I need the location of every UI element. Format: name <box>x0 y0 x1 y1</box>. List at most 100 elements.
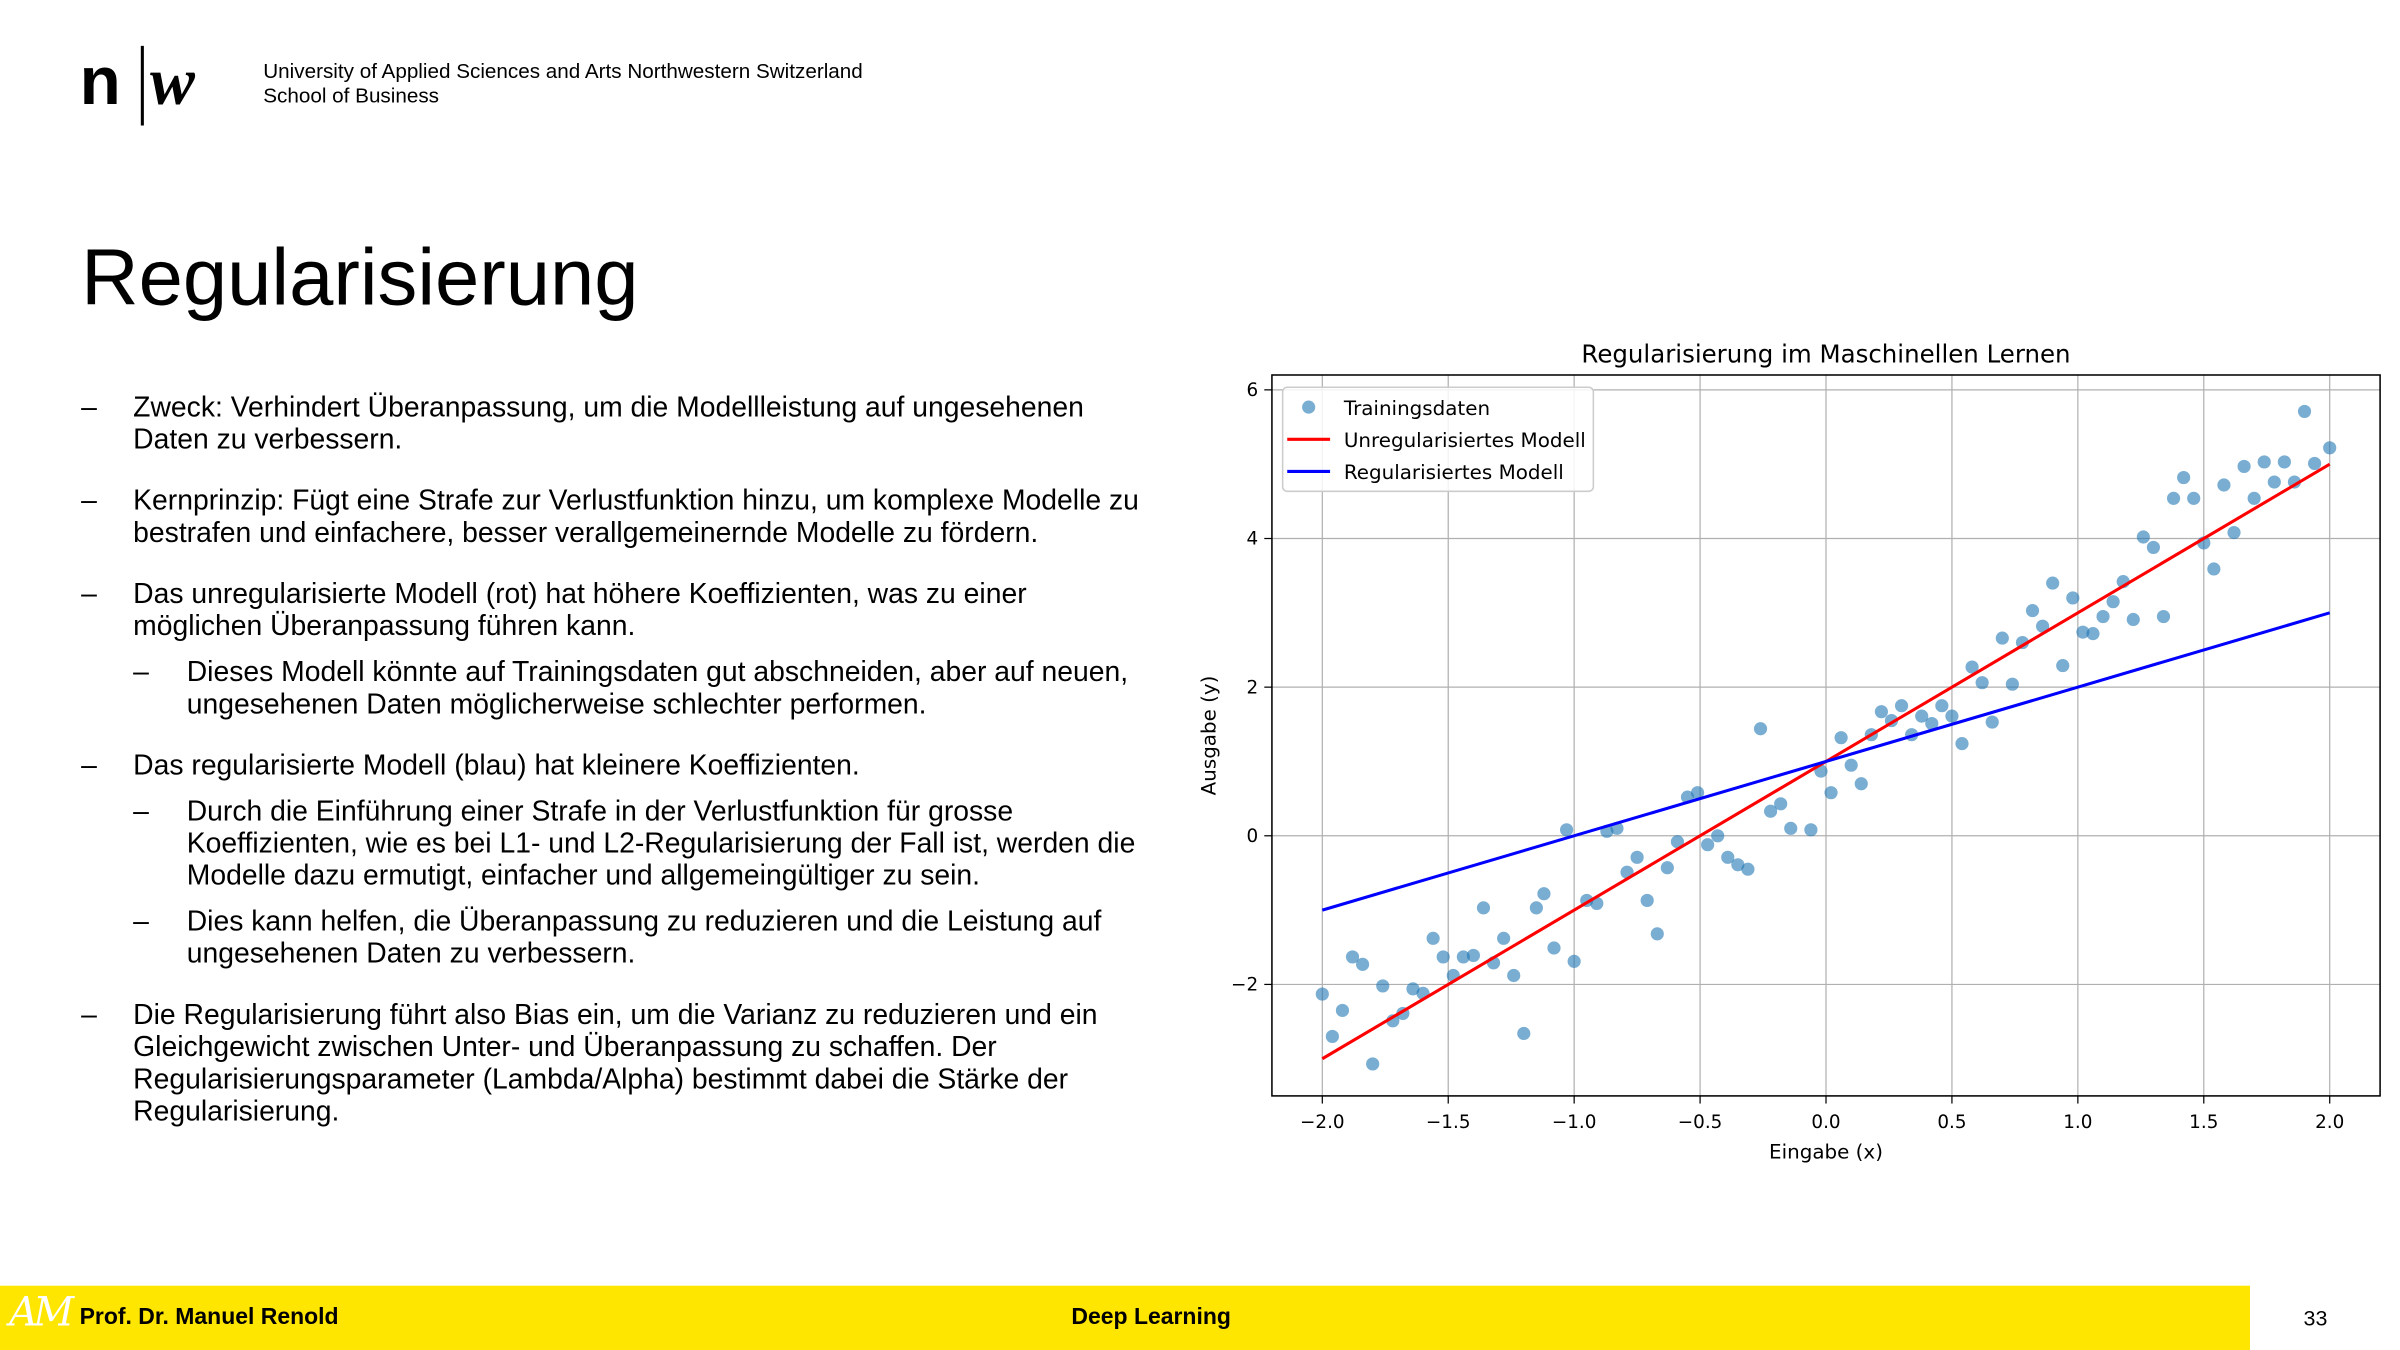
bullet-text: Zweck: Verhindert Überanpassung, um die … <box>133 390 1084 455</box>
data-point <box>1824 786 1838 800</box>
bullet: Die Regularisierung führt also Bias ein,… <box>81 998 1152 1127</box>
data-point <box>1426 931 1440 945</box>
data-point <box>1764 804 1778 818</box>
legend-marker <box>1302 400 1316 414</box>
data-point <box>1774 797 1788 811</box>
data-point <box>1690 786 1705 800</box>
data-point <box>2126 612 2140 627</box>
data-point <box>2257 455 2271 469</box>
data-point <box>1466 948 1480 963</box>
data-point <box>2207 562 2221 576</box>
institution-name: University of Applied Sciences and Arts … <box>263 59 863 83</box>
bullet: Das regularisierte Modell (blau) hat kle… <box>81 748 1152 968</box>
legend-label: Regularisiertes Modell <box>1344 461 1564 484</box>
data-point <box>2036 619 2050 633</box>
data-point <box>2323 441 2337 455</box>
data-point <box>1670 835 1684 849</box>
data-point <box>1844 758 1858 772</box>
bullet: Kernprinzip: Fügt eine Strafe zur Verlus… <box>81 484 1152 548</box>
institution: University of Applied Sciences and Arts … <box>263 60 863 109</box>
data-point <box>2277 455 2291 469</box>
sub-bullet: Dieses Modell könnte auf Trainingsdaten … <box>133 655 1152 719</box>
logo-w: w <box>150 44 196 119</box>
data-point <box>2066 591 2080 605</box>
data-point <box>2297 404 2312 418</box>
bullet: Das unregularisierte Modell (rot) hat hö… <box>81 577 1152 719</box>
footer-bar <box>0 1285 2250 1350</box>
data-point <box>1945 709 1959 723</box>
data-point <box>1955 737 1969 751</box>
data-point <box>1456 950 1470 964</box>
footer-logo: AM <box>9 1290 74 1337</box>
legend-label: Unregularisiertes Modell <box>1344 429 1586 452</box>
data-point <box>1975 676 1989 690</box>
x-tick-label: 1.5 <box>2189 1112 2218 1133</box>
data-point <box>1995 631 2009 645</box>
data-point <box>1711 829 1725 843</box>
data-point <box>2217 478 2231 492</box>
data-point <box>2166 491 2181 505</box>
data-point <box>1935 699 1949 713</box>
line <box>1321 611 2331 912</box>
data-point <box>1315 987 1329 1001</box>
x-tick-label: 0.0 <box>1811 1112 1840 1133</box>
page-number: 33 <box>2303 1305 2328 1331</box>
data-point <box>2046 576 2060 590</box>
data-point <box>1925 716 1939 731</box>
logo-n: n <box>80 44 121 119</box>
sub-bullet: Dies kann helfen, die Überanpassung zu r… <box>133 905 1152 969</box>
data-point <box>1915 709 1929 723</box>
x-tick-label: 0.5 <box>1937 1112 1966 1133</box>
data-point <box>2056 659 2070 673</box>
bullet: Zweck: Verhindert Überanpassung, um die … <box>81 390 1152 454</box>
data-point <box>1476 901 1491 915</box>
course: Deep Learning <box>1071 1304 1231 1331</box>
data-point <box>1366 1057 1380 1071</box>
bullet-text: Kernprinzip: Fügt eine Strafe zur Verlus… <box>133 483 1139 548</box>
data-point <box>1436 950 1450 964</box>
bullet-text: Die Regularisierung führt also Bias ein,… <box>133 997 1098 1127</box>
data-point <box>1560 823 1574 837</box>
y-tick-label: −2 <box>1231 975 1258 996</box>
data-point <box>1356 957 1370 971</box>
chart-title: Regularisierung im Maschinellen Lernen <box>1581 340 2070 369</box>
x-tick-label: 1.0 <box>2063 1112 2092 1133</box>
data-point <box>2308 456 2322 471</box>
x-tick-label: −0.5 <box>1678 1112 1723 1133</box>
legend-label: Trainingsdaten <box>1343 397 1490 420</box>
data-point <box>2025 604 2040 618</box>
data-point <box>2267 475 2281 489</box>
data-point <box>1325 1029 1339 1044</box>
y-tick-label: 4 <box>1246 529 1258 550</box>
bullet-text: Das regularisierte Modell (blau) hat kle… <box>133 748 860 781</box>
data-point <box>1537 887 1551 901</box>
data-point <box>1497 931 1511 945</box>
x-tick-label: −2.0 <box>1300 1112 1345 1133</box>
x-tick-label: −1.0 <box>1552 1112 1597 1133</box>
data-point <box>1567 954 1581 968</box>
data-point <box>2136 530 2150 544</box>
data-point <box>2106 595 2120 609</box>
x-tick-label: 2.0 <box>2315 1112 2344 1133</box>
data-point <box>2227 525 2241 540</box>
bullet-list: Zweck: Verhindert Überanpassung, um die … <box>81 390 1152 1155</box>
data-point <box>1529 901 1543 915</box>
logo: n w <box>80 44 196 126</box>
data-point <box>1630 850 1644 864</box>
data-point <box>2005 677 2019 691</box>
data-point <box>1517 1026 1531 1041</box>
data-point <box>1804 823 1818 837</box>
y-axis-label: Ausgabe (y) <box>1197 676 1220 796</box>
data-point <box>1406 982 1420 996</box>
data-point <box>2187 491 2201 505</box>
slide-title: Regularisierung <box>81 234 639 323</box>
plot-frame <box>1271 374 2381 1097</box>
data-point <box>2086 627 2100 641</box>
data-point <box>2146 540 2160 555</box>
data-point <box>2156 609 2171 624</box>
data-point <box>1731 858 1745 872</box>
data-point <box>1660 861 1674 875</box>
